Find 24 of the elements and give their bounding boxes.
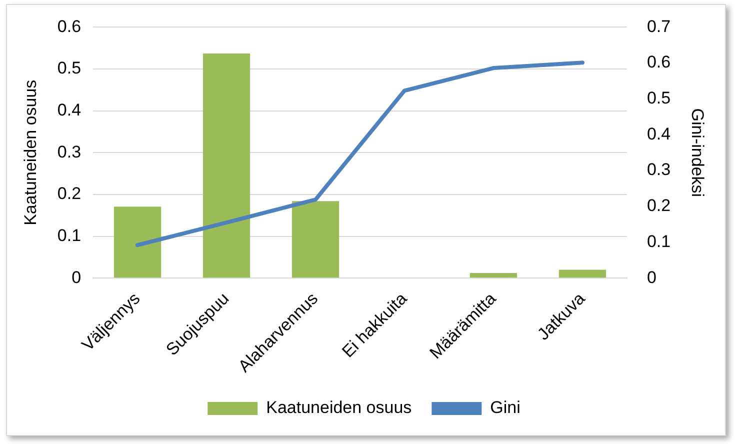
y2-tick-label: 0.4 [646,124,671,144]
y-tick-label: 0.1 [57,226,82,245]
y2-tick-label: 0.7 [646,16,671,36]
y-tick-label: 0.6 [57,16,82,36]
y2-tick-label: 0.5 [646,88,671,108]
y-tick-label: 0.5 [57,58,82,78]
y-tick-label: 0 [72,268,82,287]
y-tick-label: 0.4 [57,100,82,120]
bar [470,273,518,278]
y2-tick-label: 0 [646,268,656,287]
y2-tick-label: 0.6 [646,52,671,72]
legend-label: Gini [490,398,520,418]
y-tick-label: 0.2 [57,184,82,204]
y2-tick-label: 0.1 [646,232,671,251]
bar [202,54,250,278]
y-axis-title: Kaatuneiden osuus [20,80,40,226]
y2-tick-label: 0.3 [646,160,671,180]
y2-tick-label: 0.2 [646,196,671,216]
bar [114,206,162,278]
y2-axis-title: Gini-indeksi [688,108,708,198]
legend-label: Kaatuneiden osuus [266,398,412,418]
bar [292,201,340,278]
bar [558,270,606,278]
y-tick-label: 0.3 [57,142,82,162]
